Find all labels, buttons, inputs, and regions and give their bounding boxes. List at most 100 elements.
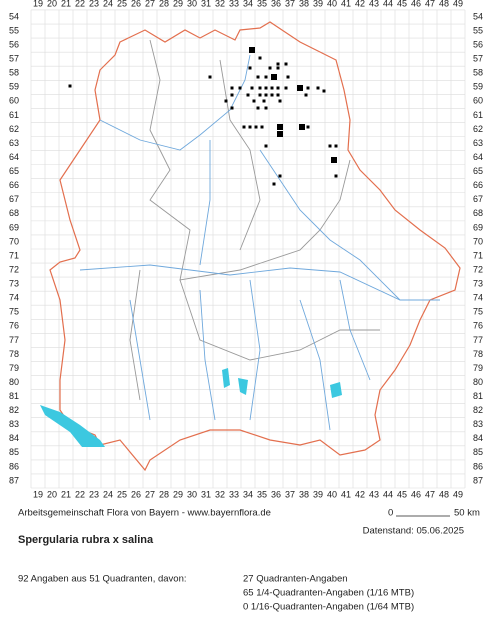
column-label: 47	[425, 489, 435, 499]
column-label: 23	[89, 0, 99, 8]
row-label: 74	[473, 293, 483, 303]
column-label: 22	[75, 489, 85, 499]
column-label: 19	[33, 489, 43, 499]
row-label: 85	[9, 447, 19, 457]
occurrence-dot	[268, 66, 272, 70]
column-label: 46	[411, 489, 421, 499]
column-label: 43	[369, 0, 379, 8]
column-label: 32	[215, 0, 225, 8]
column-label: 45	[397, 489, 407, 499]
row-label: 74	[9, 293, 19, 303]
row-label: 79	[473, 363, 483, 373]
occurrence-dot	[297, 85, 303, 91]
occurrence-dot	[230, 86, 234, 90]
row-label: 69	[9, 222, 19, 232]
summary-total: 92 Angaben aus 51 Quadranten, davon:	[18, 574, 187, 585]
column-label: 20	[47, 489, 57, 499]
summary-line: 27 Quadranten-Angaben	[243, 574, 348, 585]
column-label: 24	[103, 489, 113, 499]
occurrence-dot	[276, 93, 280, 97]
row-label: 77	[473, 335, 483, 345]
occurrence-dot	[331, 157, 337, 163]
column-label: 49	[453, 0, 463, 8]
column-label: 28	[159, 489, 169, 499]
column-label: 23	[89, 489, 99, 499]
species-title: Spergularia rubra x salina	[18, 534, 154, 546]
column-label: 41	[341, 489, 351, 499]
rivers	[79, 54, 440, 431]
row-label: 87	[473, 475, 483, 485]
column-label: 30	[187, 489, 197, 499]
column-label: 35	[257, 489, 267, 499]
column-label: 49	[453, 489, 463, 499]
row-label: 58	[473, 68, 483, 78]
column-label: 48	[439, 489, 449, 499]
row-label: 84	[473, 433, 483, 443]
column-label: 31	[201, 0, 211, 8]
row-label: 82	[473, 405, 483, 415]
column-label: 26	[131, 0, 141, 8]
row-label: 86	[9, 461, 19, 471]
column-label: 39	[313, 0, 323, 8]
row-label: 64	[9, 152, 19, 162]
occurrence-dot	[68, 84, 72, 88]
occurrence-dot	[304, 93, 308, 97]
row-label: 83	[9, 419, 19, 429]
row-label: 55	[9, 25, 19, 35]
occurrence-dot	[242, 125, 246, 129]
column-label: 34	[243, 489, 253, 499]
row-label: 68	[9, 208, 19, 218]
occurrence-dot	[322, 89, 326, 93]
row-label: 57	[9, 54, 19, 64]
occurrence-dot	[306, 125, 310, 129]
column-label: 41	[341, 0, 351, 8]
row-label: 63	[9, 138, 19, 148]
occurrence-dot	[271, 74, 277, 80]
column-label: 33	[229, 0, 239, 8]
column-label: 28	[159, 0, 169, 8]
row-label: 71	[9, 250, 19, 260]
occurrence-dot	[286, 75, 290, 79]
row-label: 70	[9, 236, 19, 246]
grid	[30, 9, 466, 489]
occurrence-dot	[270, 86, 274, 90]
column-label: 36	[271, 489, 281, 499]
row-label: 73	[9, 279, 19, 289]
column-label: 31	[201, 489, 211, 499]
occurrence-dot	[256, 75, 260, 79]
occurrence-dot	[270, 93, 274, 97]
row-label: 85	[473, 447, 483, 457]
row-label: 62	[9, 124, 19, 134]
bavaria-border	[49, 21, 461, 472]
row-label: 73	[473, 279, 483, 289]
column-label: 35	[257, 0, 267, 8]
row-label: 60	[9, 96, 19, 106]
occurrence-dot	[334, 144, 338, 148]
row-label: 86	[473, 461, 483, 471]
occurrence-dot	[264, 93, 268, 97]
occurrence-dot	[278, 99, 282, 103]
column-label: 34	[243, 0, 253, 8]
occurrence-dot	[306, 86, 310, 90]
row-label: 66	[9, 180, 19, 190]
column-label: 32	[215, 489, 225, 499]
row-label: 54	[9, 11, 19, 21]
occurrence-dot	[277, 131, 283, 137]
column-label: 25	[117, 489, 127, 499]
occurrence-dot	[238, 86, 242, 90]
row-label: 59	[9, 82, 19, 92]
column-label: 19	[33, 0, 43, 8]
row-label: 82	[9, 405, 19, 415]
column-label: 21	[61, 489, 71, 499]
occurrence-dot	[278, 174, 282, 178]
occurrence-dot	[254, 125, 258, 129]
column-label: 37	[285, 0, 295, 8]
occurrence-dot	[248, 125, 252, 129]
column-label: 38	[299, 0, 309, 8]
column-label: 46	[411, 0, 421, 8]
occurrence-dot	[248, 66, 252, 70]
column-label: 25	[117, 0, 127, 8]
row-label: 67	[9, 194, 19, 204]
occurrence-dot	[249, 47, 255, 53]
